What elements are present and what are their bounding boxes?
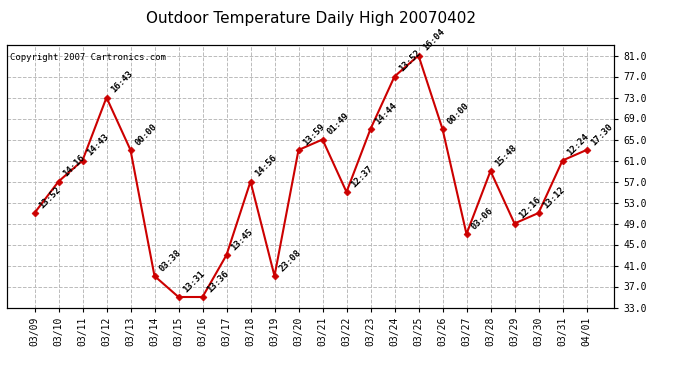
Text: 12:24: 12:24 bbox=[565, 132, 591, 158]
Text: 13:52: 13:52 bbox=[397, 48, 423, 74]
Text: 14:44: 14:44 bbox=[373, 101, 399, 126]
Text: 13:12: 13:12 bbox=[541, 185, 566, 210]
Text: 17:30: 17:30 bbox=[589, 122, 615, 147]
Text: 00:00: 00:00 bbox=[445, 101, 471, 126]
Text: 03:38: 03:38 bbox=[157, 248, 183, 273]
Text: 13:45: 13:45 bbox=[229, 227, 255, 252]
Text: 01:49: 01:49 bbox=[325, 111, 351, 137]
Text: Copyright 2007 Cartronics.com: Copyright 2007 Cartronics.com bbox=[10, 53, 166, 62]
Text: 14:56: 14:56 bbox=[253, 153, 279, 179]
Text: 13:36: 13:36 bbox=[206, 269, 230, 294]
Text: 16:04: 16:04 bbox=[422, 27, 446, 53]
Text: 12:37: 12:37 bbox=[349, 164, 375, 189]
Text: 15:48: 15:48 bbox=[493, 143, 519, 168]
Text: 14:43: 14:43 bbox=[86, 132, 110, 158]
Text: 13:31: 13:31 bbox=[181, 269, 206, 294]
Text: 12:16: 12:16 bbox=[518, 195, 542, 221]
Text: 00:00: 00:00 bbox=[133, 122, 159, 147]
Text: 03:06: 03:06 bbox=[469, 206, 495, 231]
Text: Outdoor Temperature Daily High 20070402: Outdoor Temperature Daily High 20070402 bbox=[146, 11, 475, 26]
Text: 14:16: 14:16 bbox=[61, 153, 87, 179]
Text: 23:08: 23:08 bbox=[277, 248, 303, 273]
Text: 13:52: 13:52 bbox=[37, 185, 63, 210]
Text: 13:59: 13:59 bbox=[302, 122, 326, 147]
Text: 16:43: 16:43 bbox=[109, 69, 135, 95]
